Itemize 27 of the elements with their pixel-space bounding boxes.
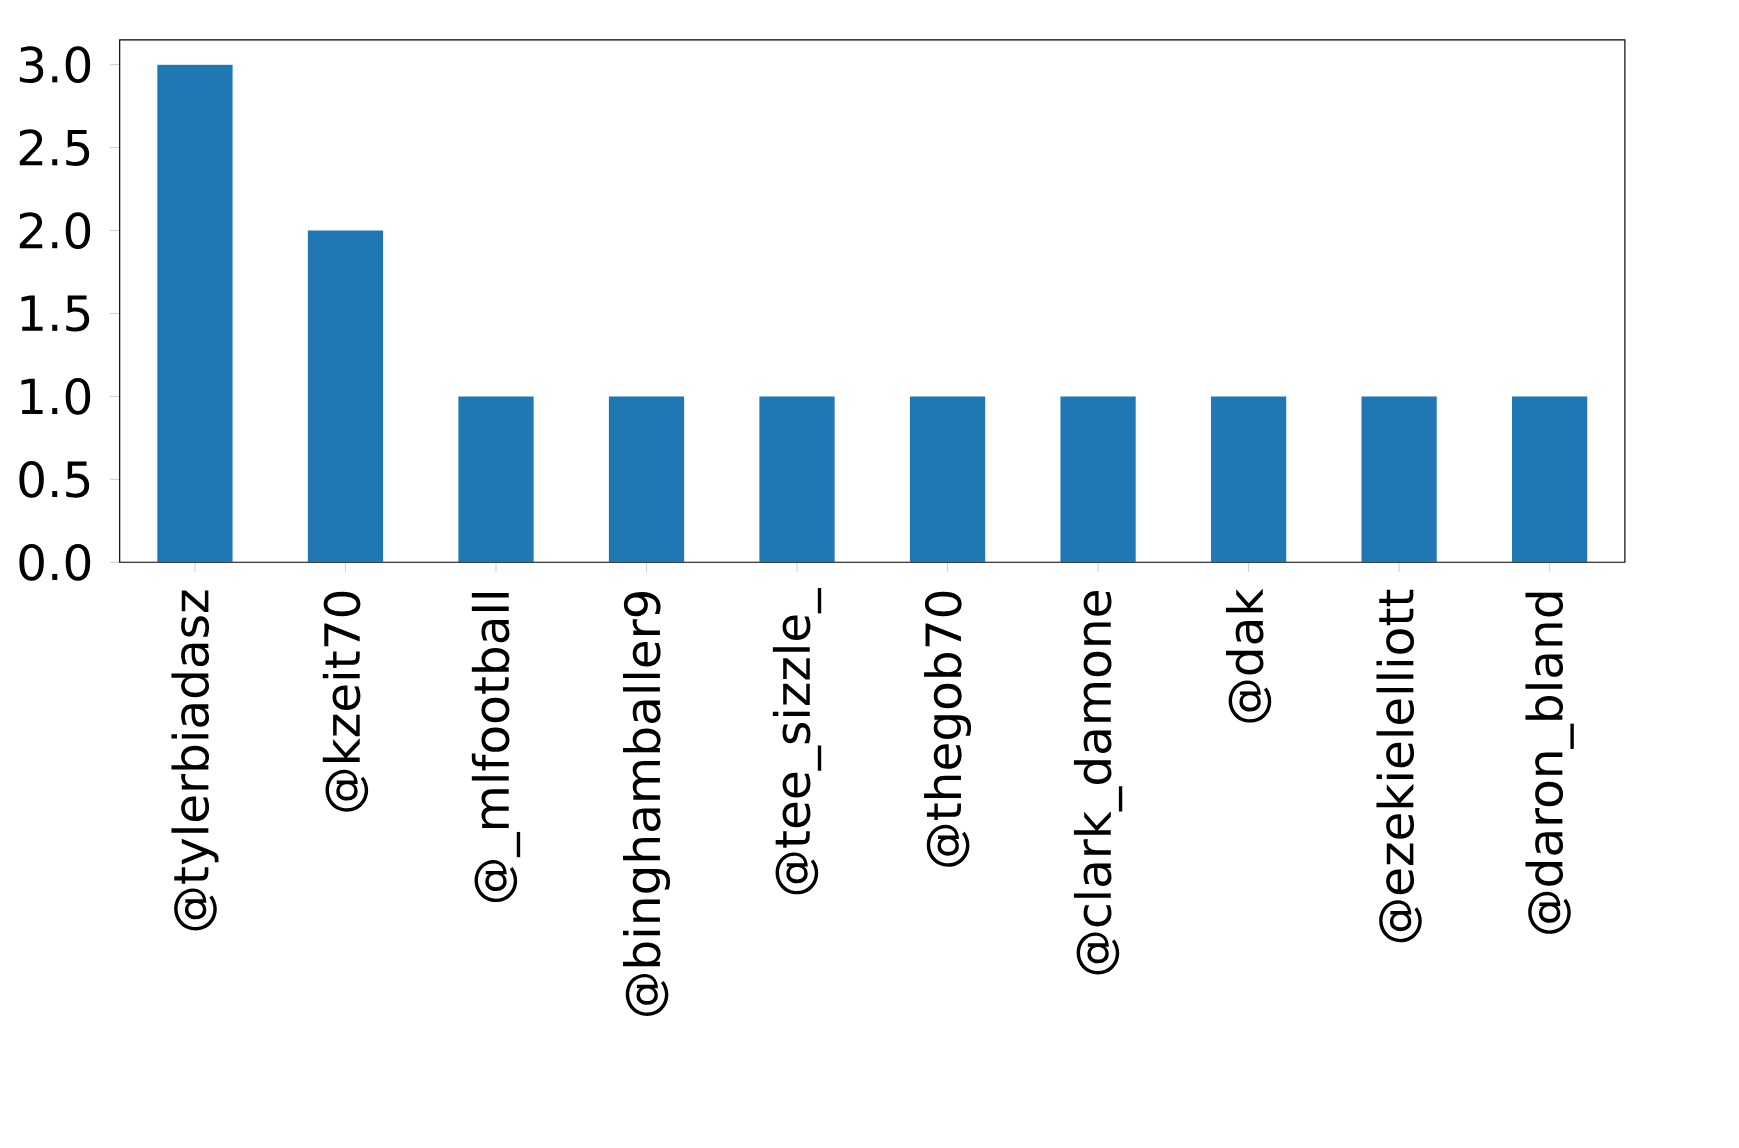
bar	[458, 396, 534, 563]
x-tick-label: @clark_damone	[1073, 591, 1123, 975]
bar	[1512, 396, 1588, 563]
y-tick-label: 2.0	[19, 212, 91, 249]
x-tick-label: @tylerbiadasz	[171, 590, 219, 931]
bar	[909, 396, 986, 563]
y-tick-label: 3.0	[19, 46, 91, 84]
bar	[608, 396, 685, 563]
bar	[759, 396, 835, 563]
x-tick-label: @ezekielelliott	[1376, 589, 1422, 943]
y-tick-label: 0.0	[19, 543, 91, 581]
y-tick-label: 0.5	[19, 461, 90, 498]
x-tick-label: @tee_sizzle_	[772, 588, 822, 895]
y-tick-label: 1.0	[21, 378, 91, 415]
x-tick-label: @_mlfootball	[471, 593, 521, 903]
x-tick-label: @dak	[1225, 588, 1272, 723]
y-tick-label: 2.5	[19, 129, 90, 167]
y-tick-label: 1.5	[21, 295, 90, 332]
bar	[1210, 396, 1287, 563]
x-tick-label: @binghamballer9	[623, 591, 671, 1016]
x-tick-label: @kzeit70	[322, 591, 369, 812]
x-tick-label: @thegob70	[924, 591, 972, 867]
x-tick-label: @daron_bland	[1525, 592, 1574, 934]
bar	[157, 64, 233, 563]
bar	[1361, 396, 1437, 563]
bar	[1060, 396, 1136, 563]
bar	[307, 230, 384, 563]
